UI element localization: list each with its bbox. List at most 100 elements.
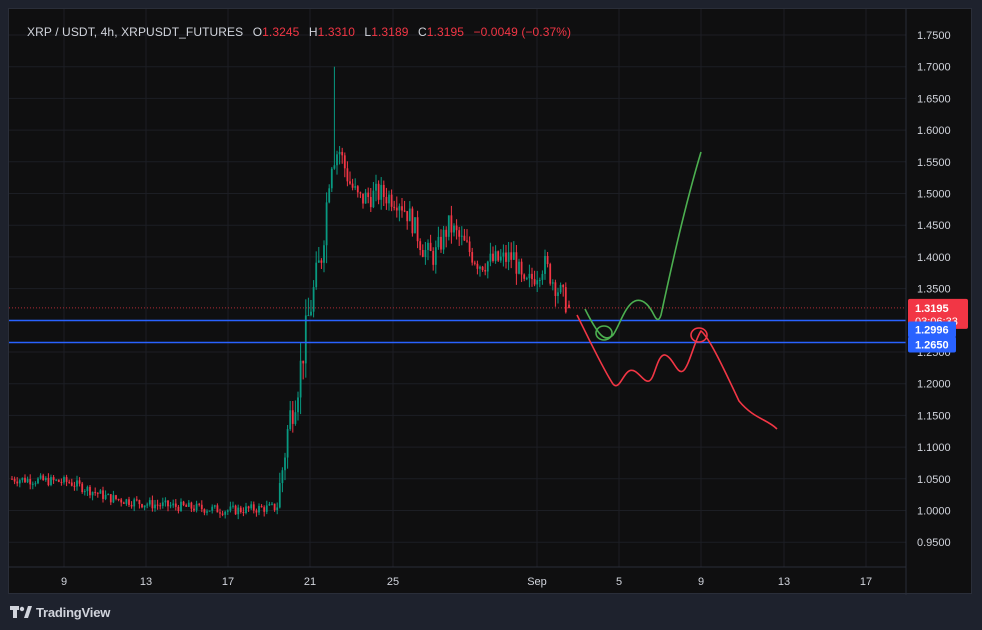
symbol-title[interactable]: XRP / USDT, 4h, XRPUSDT_FUTURES [27, 25, 244, 39]
candle [559, 282, 562, 295]
time-axis: 9 13 17 21 25 Sep 5 9 13 17 [61, 576, 872, 588]
last-price-value: 1.3195 [915, 303, 949, 315]
candle [247, 505, 250, 512]
candle [65, 474, 68, 487]
candle [115, 494, 117, 501]
candle [190, 501, 193, 512]
open-label: O [252, 25, 263, 39]
candle [328, 184, 331, 204]
candle [536, 270, 539, 293]
candle [499, 249, 502, 263]
time-axis-label: 13 [140, 576, 152, 588]
bearish-path-drawing[interactable] [576, 314, 778, 430]
candle [471, 247, 474, 266]
close-value: 1.3195 [426, 25, 465, 39]
candle [133, 497, 136, 512]
candle [268, 501, 271, 506]
chart-canvas[interactable]: 1.7500 1.7000 1.6500 1.6000 1.5500 1.5000 1.45… [9, 9, 973, 595]
candle [128, 496, 130, 508]
candle [138, 499, 141, 509]
candle [125, 498, 128, 506]
candlestick-series [11, 66, 570, 520]
candle [60, 478, 63, 486]
high-value: 1.3310 [317, 25, 355, 39]
candle [528, 264, 531, 288]
candle [343, 152, 346, 178]
candle [359, 191, 362, 199]
candle [200, 500, 203, 513]
green-circle-drawing[interactable] [595, 325, 613, 341]
candle [531, 267, 533, 287]
price-tag-value: 1.2996 [915, 325, 949, 337]
candle [406, 210, 409, 230]
candle [497, 250, 500, 263]
candle [299, 342, 302, 415]
candle [263, 505, 266, 517]
candle [141, 503, 143, 509]
candle [281, 467, 284, 493]
time-axis-label: 9 [61, 576, 67, 588]
candle [112, 490, 115, 504]
candle [289, 400, 292, 431]
time-axis-label: 25 [387, 576, 399, 588]
candle [403, 200, 406, 213]
candle [354, 178, 357, 191]
candle [278, 472, 281, 509]
candle [364, 188, 367, 204]
candle [453, 223, 455, 237]
price-axis-label: 1.1500 [917, 410, 951, 422]
candle [442, 225, 445, 254]
candle [234, 504, 237, 515]
price-axis-label: 1.4000 [917, 252, 951, 264]
candle [551, 279, 554, 291]
candle [174, 499, 177, 511]
candle [63, 475, 65, 485]
tradingview-brand[interactable]: TradingView [36, 604, 111, 620]
price-axis-label: 1.5000 [917, 189, 951, 201]
candle [468, 236, 471, 257]
candle [541, 270, 544, 285]
candle [216, 503, 219, 513]
candle [70, 478, 73, 487]
candle [533, 270, 536, 287]
candle [117, 498, 120, 502]
candle [273, 503, 276, 512]
candle [393, 200, 396, 211]
candle [432, 247, 435, 271]
candle [284, 452, 286, 481]
candle [39, 473, 42, 480]
price-axis-label: 0.9500 [917, 537, 951, 549]
candle [481, 265, 484, 272]
candle [388, 190, 390, 211]
time-axis-label: 17 [860, 576, 872, 588]
candle [250, 501, 253, 511]
candle [52, 475, 55, 484]
price-axis: 1.7500 1.7000 1.6500 1.6000 1.5500 1.5000 1.45… [9, 9, 951, 595]
candle [460, 226, 463, 246]
candle [525, 276, 528, 281]
price-axis-label: 1.6000 [917, 125, 951, 137]
candle [219, 508, 221, 518]
candle [37, 477, 39, 485]
candle [258, 503, 260, 516]
candle [317, 247, 320, 263]
candle [427, 239, 429, 261]
tradingview-logo-icon[interactable] [10, 605, 32, 619]
candle [96, 492, 99, 498]
bullish-path-drawing[interactable] [584, 151, 702, 339]
candle [486, 260, 489, 279]
candle [226, 509, 229, 515]
red-circle-drawing[interactable] [690, 327, 708, 343]
candle [104, 490, 107, 501]
high-label: H [308, 25, 318, 39]
candle [122, 501, 125, 504]
low-value: 1.3189 [371, 25, 409, 39]
price-axis-label: 1.7500 [917, 30, 951, 42]
candle [372, 181, 375, 209]
candle [221, 510, 224, 517]
candle [494, 245, 497, 264]
candle [505, 245, 507, 269]
price-axis-label: 1.4500 [917, 220, 951, 232]
candle [151, 495, 154, 512]
candle [172, 499, 175, 508]
